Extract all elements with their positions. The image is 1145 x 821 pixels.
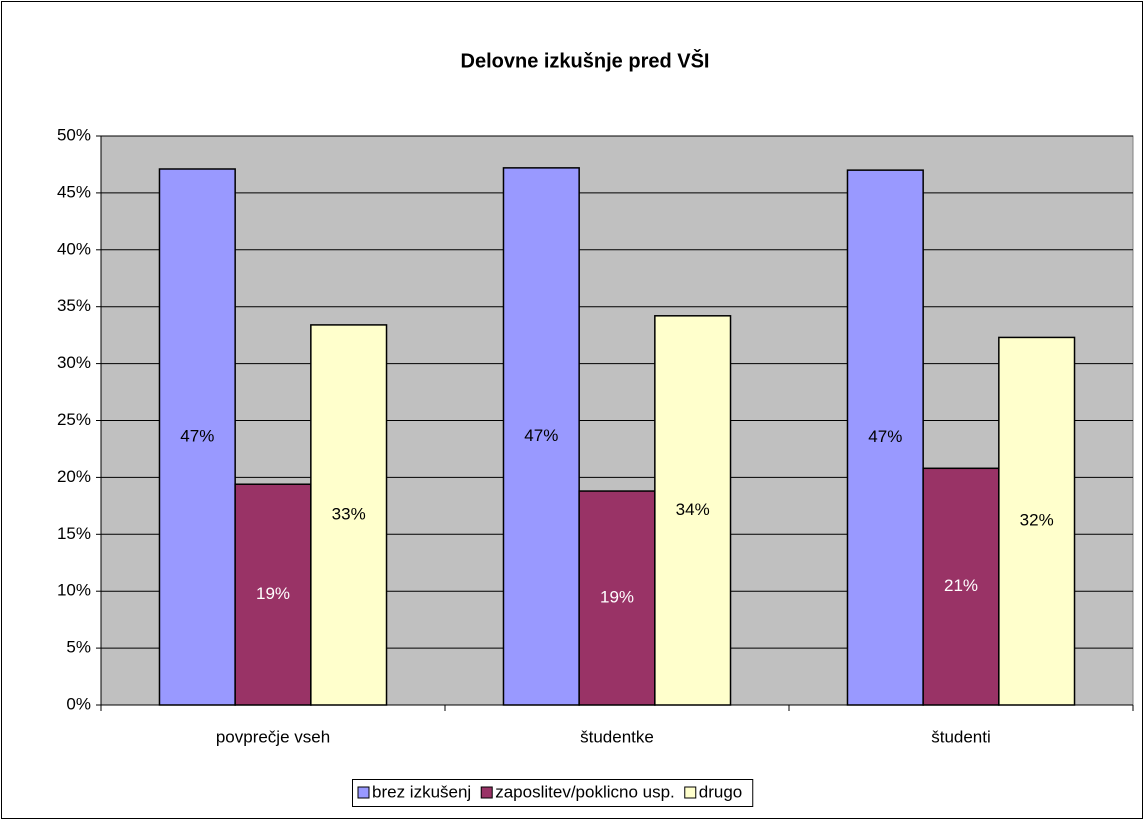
bar — [922, 467, 1000, 706]
y-tick-label: 5% — [66, 638, 91, 657]
y-tick-label: 10% — [57, 581, 91, 600]
y-tick-label: 45% — [57, 182, 91, 201]
legend-swatch — [684, 786, 697, 799]
y-tick-label: 0% — [66, 694, 91, 713]
y-tick-label: 40% — [57, 239, 91, 258]
data-label: 47% — [180, 426, 214, 445]
bar — [502, 167, 580, 706]
data-label: 33% — [332, 504, 366, 523]
legend-label: drugo — [699, 782, 742, 801]
data-label: 21% — [944, 576, 978, 595]
data-label: 19% — [256, 584, 290, 603]
x-tick-label: študenti — [931, 727, 991, 746]
chart-title: Delovne izkušnje pred VŠI — [461, 48, 710, 72]
bar — [654, 315, 732, 706]
bar — [158, 168, 236, 706]
data-label: 19% — [600, 588, 634, 607]
data-label: 34% — [676, 500, 710, 519]
legend-swatch — [480, 786, 493, 799]
legend-label: zaposlitev/poklicno usp. — [495, 782, 675, 801]
y-tick-label: 25% — [57, 410, 91, 429]
y-tick-label: 20% — [57, 467, 91, 486]
y-tick-label: 30% — [57, 353, 91, 372]
bar — [310, 324, 388, 706]
y-tick-label: 15% — [57, 524, 91, 543]
data-label: 47% — [524, 426, 558, 445]
y-tick-label: 50% — [57, 125, 91, 144]
legend-swatch — [357, 786, 370, 799]
x-tick-label: študentke — [580, 727, 654, 746]
bar — [234, 483, 312, 706]
data-label: 32% — [1020, 511, 1054, 530]
y-tick-label: 35% — [57, 296, 91, 315]
bar — [846, 169, 924, 706]
bar — [578, 490, 656, 706]
legend-label: brez izkušenj — [372, 782, 471, 801]
x-tick-label: povprečje vseh — [216, 727, 330, 746]
bar — [998, 336, 1076, 706]
data-label: 47% — [868, 427, 902, 446]
